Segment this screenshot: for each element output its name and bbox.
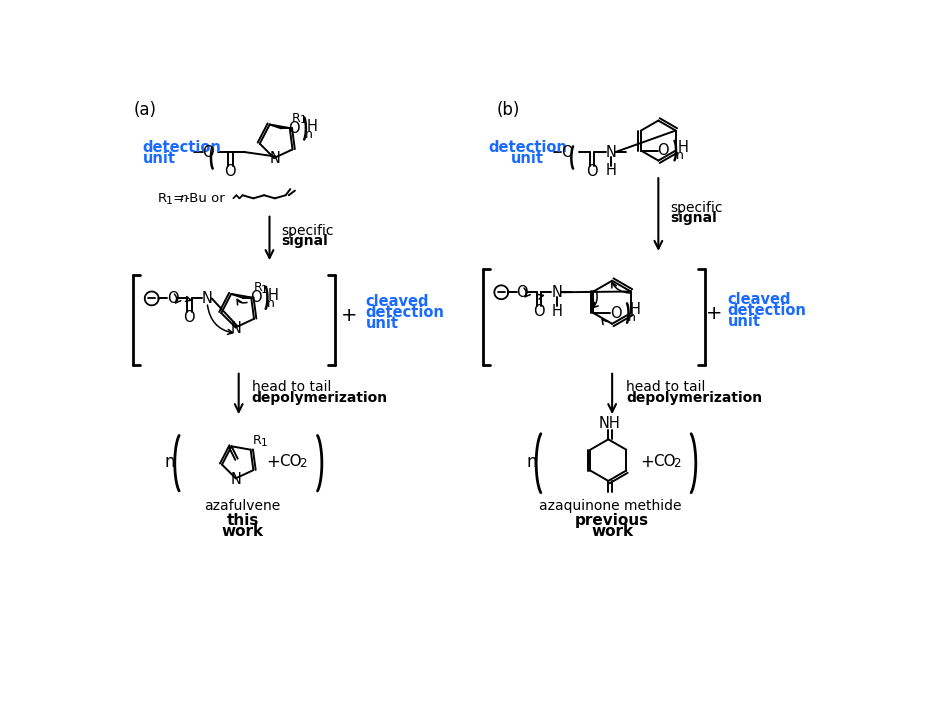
Text: N: N — [231, 472, 241, 486]
Text: n: n — [267, 297, 274, 311]
Text: n: n — [526, 453, 536, 471]
Text: detection: detection — [142, 140, 221, 155]
Text: R: R — [253, 434, 262, 447]
Text: signal: signal — [670, 212, 717, 226]
Text: n: n — [628, 311, 636, 324]
Text: O: O — [225, 164, 236, 179]
Text: N: N — [270, 151, 280, 167]
Text: +: + — [706, 304, 722, 323]
Text: head to tail: head to tail — [252, 380, 331, 394]
Text: unit: unit — [727, 314, 761, 329]
Text: detection: detection — [488, 140, 567, 155]
Text: 2: 2 — [299, 458, 306, 470]
Text: 2: 2 — [673, 458, 680, 470]
Text: N: N — [551, 285, 563, 299]
Text: unit: unit — [366, 316, 399, 330]
Text: +: + — [267, 453, 280, 471]
Text: unit: unit — [142, 150, 175, 166]
Text: cleaved: cleaved — [366, 294, 430, 309]
Text: O: O — [657, 143, 669, 158]
Text: +: + — [640, 453, 653, 471]
Text: O: O — [517, 285, 528, 299]
Text: H: H — [307, 119, 317, 134]
Text: 1: 1 — [300, 115, 306, 125]
Text: N: N — [201, 291, 212, 306]
Text: N: N — [606, 145, 616, 160]
Text: CO: CO — [653, 454, 676, 469]
Text: H: H — [551, 304, 563, 319]
Text: CO: CO — [279, 454, 301, 469]
Text: this: this — [227, 512, 258, 528]
Text: azaquinone methide: azaquinone methide — [539, 499, 681, 513]
Text: 1: 1 — [261, 285, 268, 295]
Text: work: work — [591, 524, 633, 539]
Text: n: n — [305, 128, 313, 141]
Text: azafulvene: azafulvene — [204, 499, 281, 513]
Text: specific: specific — [670, 200, 723, 214]
Text: O: O — [167, 291, 178, 306]
Text: -Bu or: -Bu or — [184, 192, 225, 205]
Text: head to tail: head to tail — [626, 380, 706, 394]
Text: detection: detection — [727, 303, 807, 318]
Text: 1: 1 — [166, 195, 172, 206]
Text: O: O — [202, 145, 213, 160]
Text: H: H — [268, 288, 279, 303]
Text: n: n — [164, 453, 175, 471]
Text: H: H — [677, 140, 688, 155]
Text: O: O — [561, 145, 573, 160]
Text: signal: signal — [281, 234, 328, 248]
Text: 1: 1 — [261, 438, 268, 448]
Text: =: = — [169, 192, 189, 205]
Text: n: n — [180, 192, 188, 205]
Text: work: work — [222, 524, 264, 539]
Text: +: + — [341, 306, 357, 325]
Text: O: O — [586, 164, 598, 179]
Text: previous: previous — [575, 512, 650, 528]
Text: R: R — [292, 112, 300, 124]
Text: R: R — [254, 281, 262, 294]
Text: depolymerization: depolymerization — [626, 391, 762, 405]
Text: R: R — [158, 192, 167, 205]
Text: specific: specific — [281, 224, 333, 238]
Text: H: H — [630, 302, 640, 318]
Text: O: O — [610, 306, 622, 321]
Text: N: N — [231, 321, 241, 335]
Text: unit: unit — [511, 150, 544, 166]
Text: O: O — [534, 304, 545, 319]
Text: (a): (a) — [133, 101, 156, 120]
Text: (b): (b) — [497, 101, 520, 120]
Text: O: O — [183, 310, 196, 325]
Text: O: O — [288, 121, 300, 136]
Text: n: n — [676, 149, 683, 162]
Text: depolymerization: depolymerization — [252, 391, 388, 405]
Text: NH: NH — [599, 416, 621, 432]
Text: O: O — [250, 290, 262, 305]
Text: cleaved: cleaved — [727, 292, 791, 307]
Text: detection: detection — [366, 305, 445, 320]
Text: H: H — [606, 163, 616, 178]
